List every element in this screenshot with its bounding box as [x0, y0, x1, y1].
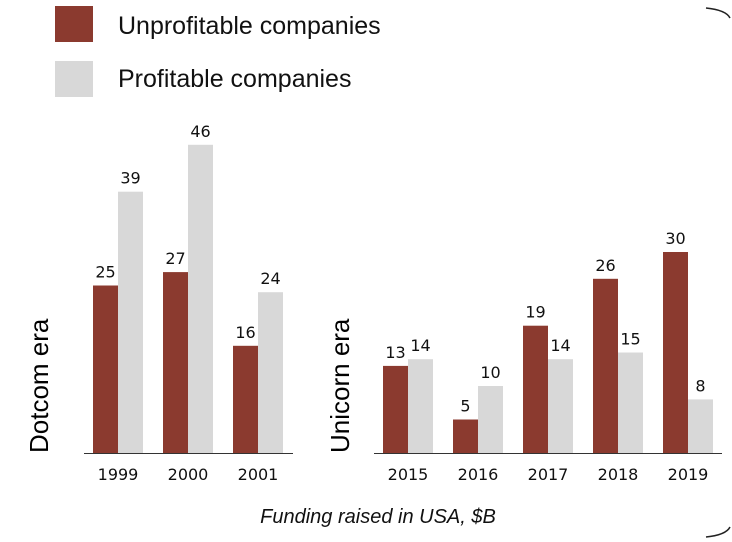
top-right-bracket — [705, 7, 731, 19]
unicorn-bar-profitable-2015 — [408, 359, 433, 453]
dotcom-tick-label-2001: 2001 — [238, 465, 279, 484]
dotcom-value-label-unprofitable-1999: 25 — [95, 263, 115, 282]
unicorn-tick-label-2018: 2018 — [598, 465, 639, 484]
era-label-dotcom: Dotcom era — [24, 318, 54, 453]
era-label-unicorn: Unicorn era — [325, 318, 355, 453]
unicorn-value-label-unprofitable-2018: 26 — [595, 256, 615, 275]
unicorn-panel: 13 14 2015 5 10 2016 19 14 2017 26 15 2018 30 8 2019 — [374, 229, 722, 484]
dotcom-value-label-profitable-2001: 24 — [260, 269, 280, 288]
dotcom-tick-label-1999: 1999 — [98, 465, 139, 484]
legend-swatch-unprofitable — [55, 6, 93, 42]
unicorn-value-label-profitable-2019: 8 — [695, 376, 705, 395]
footer-label: Funding raised in USA, $B — [260, 506, 496, 528]
unicorn-bar-profitable-2017 — [548, 359, 573, 453]
bottom-right-bracket — [705, 526, 731, 538]
unicorn-bar-profitable-2018 — [618, 352, 643, 453]
dotcom-bar-unprofitable-2001 — [233, 345, 258, 453]
dotcom-bar-profitable-1999 — [118, 191, 143, 453]
unicorn-value-label-profitable-2015: 14 — [410, 336, 430, 355]
unicorn-bar-unprofitable-2019 — [663, 252, 688, 453]
unicorn-value-label-unprofitable-2019: 30 — [665, 229, 685, 248]
dotcom-bar-unprofitable-1999 — [93, 285, 118, 453]
unicorn-value-label-profitable-2018: 15 — [620, 330, 640, 349]
dotcom-value-label-profitable-2000: 46 — [190, 122, 210, 141]
unicorn-value-label-profitable-2016: 10 — [480, 363, 500, 382]
dotcom-bar-unprofitable-2000 — [163, 272, 188, 453]
unicorn-value-label-unprofitable-2015: 13 — [385, 343, 405, 362]
legend: Unprofitable companies Profitable compan… — [55, 6, 381, 97]
unicorn-value-label-profitable-2017: 14 — [550, 336, 570, 355]
dotcom-value-label-unprofitable-2001: 16 — [235, 323, 255, 342]
unicorn-tick-label-2017: 2017 — [528, 465, 569, 484]
unicorn-bar-profitable-2016 — [478, 386, 503, 453]
dotcom-bar-profitable-2000 — [188, 144, 213, 454]
unicorn-bar-unprofitable-2015 — [383, 365, 408, 453]
dotcom-panel: 25 39 1999 27 46 2000 16 24 2001 — [84, 122, 293, 484]
legend-swatch-profitable — [55, 61, 93, 97]
dotcom-tick-label-2000: 2000 — [168, 465, 209, 484]
legend-label-profitable: Profitable companies — [118, 65, 351, 93]
dotcom-value-label-profitable-1999: 39 — [120, 169, 140, 188]
unicorn-tick-label-2015: 2015 — [388, 465, 429, 484]
unicorn-bar-profitable-2019 — [688, 399, 713, 453]
unicorn-bar-unprofitable-2016 — [453, 419, 478, 453]
unicorn-tick-label-2019: 2019 — [668, 465, 709, 484]
dotcom-value-label-unprofitable-2000: 27 — [165, 249, 185, 268]
dotcom-bar-profitable-2001 — [258, 292, 283, 453]
legend-label-unprofitable: Unprofitable companies — [118, 12, 381, 40]
unicorn-value-label-unprofitable-2017: 19 — [525, 303, 545, 322]
unicorn-bar-unprofitable-2018 — [593, 278, 618, 453]
unicorn-tick-label-2016: 2016 — [458, 465, 499, 484]
unicorn-bar-unprofitable-2017 — [523, 325, 548, 453]
unicorn-value-label-unprofitable-2016: 5 — [460, 397, 470, 416]
